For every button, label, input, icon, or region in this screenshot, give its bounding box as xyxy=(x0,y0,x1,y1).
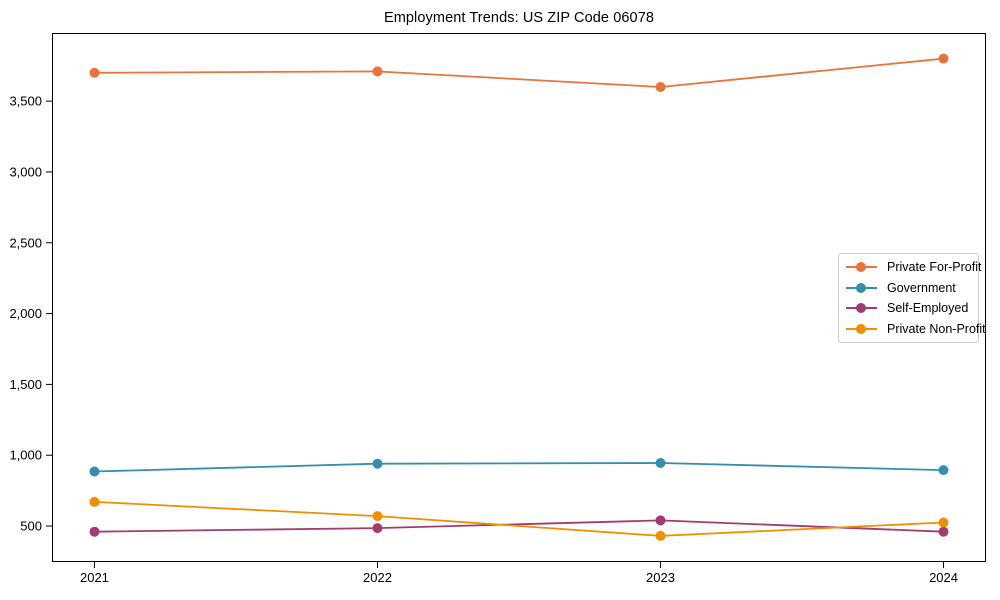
series-marker-self-employed xyxy=(372,523,383,534)
series-marker-government xyxy=(938,465,949,476)
series-marker-private-for-profit xyxy=(655,82,666,92)
series-marker-self-employed xyxy=(655,515,666,526)
legend-marker-icon xyxy=(856,262,866,273)
axes-spines xyxy=(52,33,986,562)
legend-marker-icon xyxy=(856,323,866,334)
series-marker-self-employed xyxy=(938,526,949,537)
legend-label: Self-Employed xyxy=(887,301,969,316)
series-marker-government xyxy=(655,458,666,468)
y-tick-label: 1,000 xyxy=(9,448,42,463)
legend-line-sample xyxy=(846,282,877,293)
series-line-private-non-profit xyxy=(93,500,945,537)
legend-item-private-non-profit: Private Non-Profit xyxy=(846,319,986,339)
y-tick-label: 2,500 xyxy=(9,235,42,250)
y-tick-label: 3,000 xyxy=(9,164,42,179)
legend-label: Private For-Profit xyxy=(887,260,982,275)
legend-marker-icon xyxy=(856,282,866,293)
x-tick-label: 2023 xyxy=(646,570,675,585)
y-tick-label: 2,000 xyxy=(9,306,42,321)
legend-item-self-employed: Self-Employed xyxy=(846,298,971,318)
series-marker-private-for-profit xyxy=(372,66,383,77)
legend-item-private-for-profit: Private For-Profit xyxy=(846,257,981,277)
legend-label: Government xyxy=(887,280,956,295)
series-line-private-for-profit xyxy=(93,57,945,88)
legend-line-sample xyxy=(846,303,877,314)
y-tick-label: 1,500 xyxy=(9,377,42,392)
series-line-self-employed xyxy=(93,519,945,533)
x-tick-label: 2021 xyxy=(80,570,109,585)
series-marker-private-non-profit xyxy=(372,511,383,522)
x-tick-label: 2024 xyxy=(929,570,958,585)
chart-title: Employment Trends: US ZIP Code 06078 xyxy=(383,10,655,26)
legend-line-sample xyxy=(846,262,877,273)
series-marker-private-non-profit xyxy=(655,530,666,541)
series-marker-private-for-profit xyxy=(89,67,100,78)
x-tick-label: 2022 xyxy=(363,570,392,585)
y-tick-label: 500 xyxy=(20,519,42,534)
series-marker-private-non-profit xyxy=(938,517,949,528)
y-tick-label: 3,500 xyxy=(9,94,42,109)
series-marker-private-for-profit xyxy=(938,53,949,64)
legend-item-government: Government xyxy=(846,278,971,298)
legend-label: Private Non-Profit xyxy=(887,321,986,336)
legend: Private For-Profit Government Self-Employe… xyxy=(838,253,986,343)
series-marker-self-employed xyxy=(89,526,100,537)
series-marker-government xyxy=(89,466,100,477)
series-marker-private-non-profit xyxy=(89,496,100,507)
legend-marker-icon xyxy=(856,303,866,314)
legend-line-sample xyxy=(846,323,877,334)
series-line-government xyxy=(93,462,945,473)
series-marker-government xyxy=(372,458,383,469)
